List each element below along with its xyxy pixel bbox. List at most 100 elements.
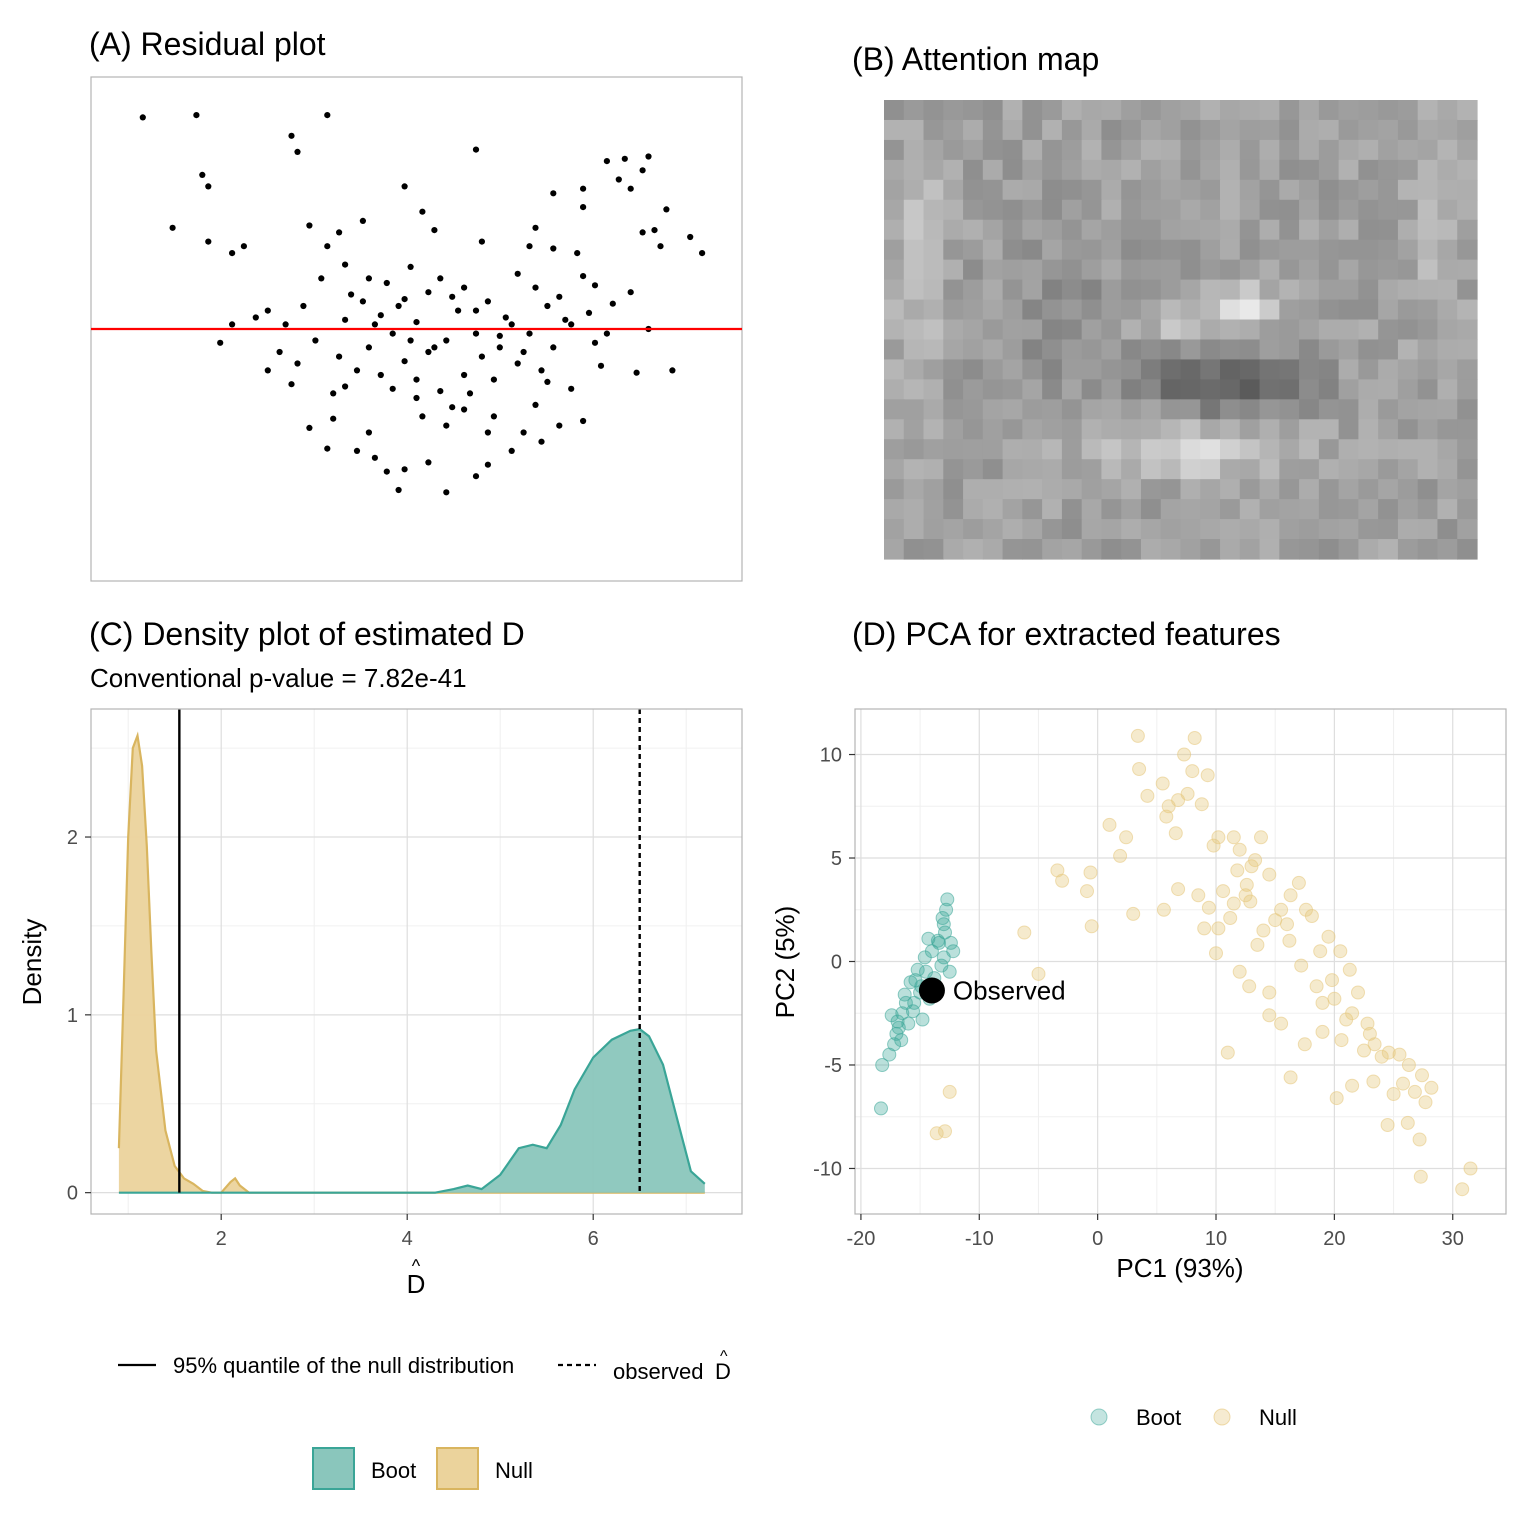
heatmap-cell (1259, 519, 1280, 540)
pca-point-boot (894, 1033, 909, 1048)
residual-point (431, 227, 438, 234)
heatmap-cell (1338, 379, 1359, 400)
heatmap-cell (1457, 299, 1478, 321)
heatmap-cell (1259, 399, 1280, 420)
residual-point (324, 445, 331, 452)
panel-d-observed-label: Observed (953, 975, 1066, 1005)
panel-d-observed-point (918, 977, 945, 1004)
panel-c-ylabel: Density (17, 919, 47, 1006)
x-tick-label: 30 (1442, 1228, 1464, 1250)
heatmap-cell (1121, 259, 1142, 281)
residual-point (413, 319, 420, 326)
pca-point-null (1283, 1070, 1298, 1085)
heatmap-cell (1259, 499, 1280, 520)
residual-point (383, 279, 390, 287)
heatmap-cell (1318, 319, 1340, 341)
heatmap-cell (1180, 539, 1201, 560)
residual-point (419, 208, 426, 215)
heatmap-cell (1180, 159, 1201, 181)
residual-point (348, 291, 355, 298)
pca-point-boot (901, 1016, 916, 1031)
heatmap-cell (1378, 439, 1399, 460)
heatmap-cell (1042, 459, 1063, 480)
heatmap-cell (903, 259, 925, 281)
heatmap-cell (1437, 119, 1458, 141)
legend-boot-point-label: Boot (1136, 1405, 1181, 1430)
legend-observed-label: observed (613, 1359, 704, 1384)
heatmap-cell (1338, 219, 1359, 241)
heatmap-cell (1200, 439, 1221, 460)
heatmap-cell (963, 299, 984, 321)
pca-point-null (1232, 964, 1247, 979)
pca-point-boot (921, 931, 936, 946)
heatmap-cell (1042, 119, 1063, 141)
heatmap-cell (982, 419, 1004, 440)
heatmap-cell (1358, 219, 1379, 241)
heatmap-cell (1318, 199, 1340, 221)
heatmap-cell (963, 499, 984, 520)
legend-boot-point-key (1090, 1408, 1108, 1426)
heatmap-cell (1239, 419, 1261, 440)
pca-point-null (1031, 966, 1046, 981)
heatmap-cell (1140, 459, 1162, 480)
heatmap-cell (1338, 279, 1359, 301)
heatmap-cell (1338, 519, 1359, 540)
heatmap-cell (1338, 539, 1359, 560)
heatmap-cell (1022, 419, 1043, 440)
residual-point (389, 330, 396, 337)
heatmap-cell (1220, 119, 1241, 141)
heatmap-cell (1299, 399, 1320, 420)
heatmap-cell (1101, 479, 1122, 500)
heatmap-cell (1220, 399, 1241, 420)
heatmap-cell (1220, 259, 1241, 281)
heatmap-cell (1121, 119, 1142, 141)
heatmap-cell (1200, 479, 1221, 500)
heatmap-cell (1457, 279, 1478, 301)
heatmap-cell (963, 199, 984, 221)
residual-point (574, 250, 581, 257)
heatmap-cell (1279, 279, 1300, 301)
heatmap-cell (1140, 259, 1162, 281)
heatmap-cell (903, 419, 925, 440)
residual-point (532, 401, 539, 408)
heatmap-cell (923, 279, 944, 301)
heatmap-cell (923, 459, 944, 480)
residual-point (633, 369, 640, 376)
pca-point-null (1400, 1115, 1415, 1130)
heatmap-cell (1180, 339, 1201, 361)
heatmap-cell (943, 319, 964, 341)
heatmap-cell (1180, 119, 1201, 141)
heatmap-cell (1042, 139, 1063, 161)
heatmap-cell (1220, 499, 1241, 520)
heatmap-cell (1417, 299, 1439, 321)
heatmap-cell (1279, 139, 1300, 161)
heatmap-cell (963, 519, 984, 540)
heatmap-cell (963, 419, 984, 440)
residual-point (597, 362, 605, 369)
heatmap-cell (1279, 299, 1300, 321)
residual-point (425, 459, 432, 466)
residual-point (603, 330, 611, 337)
heatmap-cell (1239, 279, 1261, 301)
pca-point-null (1083, 865, 1098, 880)
heatmap-cell (1299, 279, 1320, 301)
heatmap-cell (1378, 299, 1399, 321)
heatmap-cell (1417, 100, 1439, 121)
heatmap-cell (1140, 199, 1162, 221)
heatmap-cell (1101, 299, 1122, 321)
residual-point (532, 224, 539, 231)
heatmap-cell (1160, 399, 1182, 420)
residual-point (169, 224, 176, 231)
pca-point-null (1280, 917, 1294, 932)
heatmap-cell (1140, 219, 1162, 241)
heatmap-cell (1338, 159, 1359, 181)
heatmap-cell (1417, 179, 1439, 201)
residual-point (449, 404, 456, 411)
heatmap-cell (1220, 100, 1241, 121)
pca-point-null (1230, 863, 1245, 878)
residual-point (478, 238, 485, 245)
heatmap-cell (923, 399, 944, 420)
heatmap-cell (1318, 459, 1340, 480)
residual-point (455, 307, 462, 314)
heatmap-cell (1081, 139, 1103, 161)
